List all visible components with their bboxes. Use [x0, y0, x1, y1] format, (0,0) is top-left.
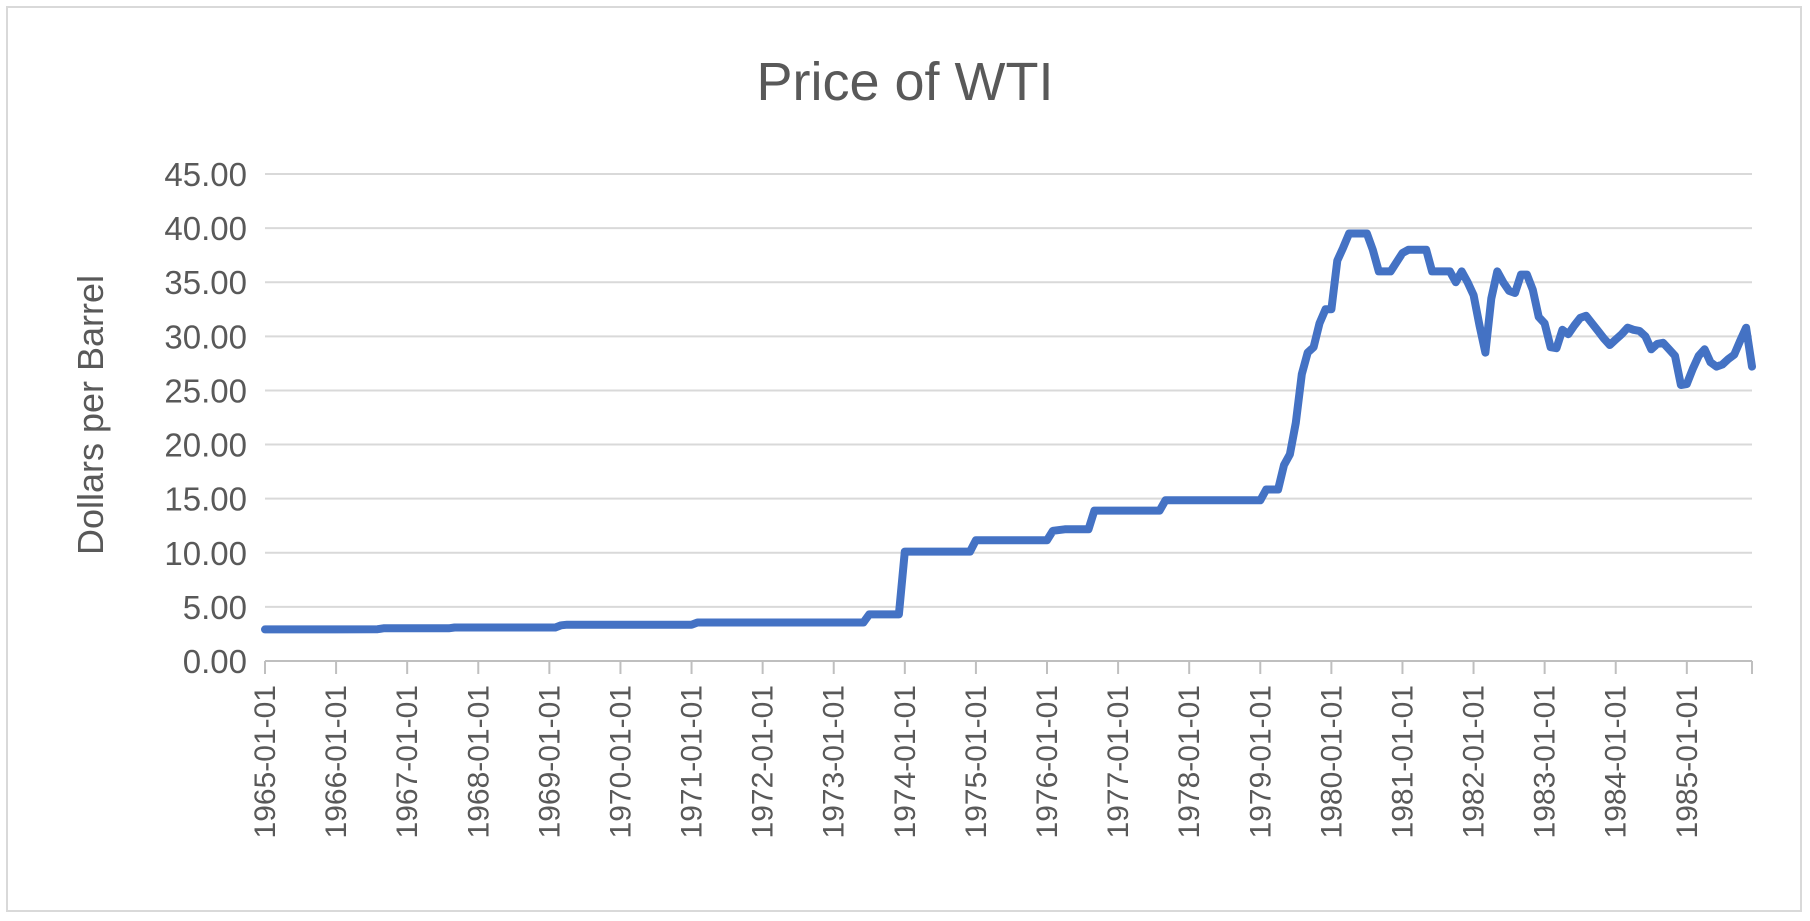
x-tick-label: 1978-01-01 [1173, 685, 1206, 838]
y-tick-label: 15.00 [164, 481, 247, 518]
x-tick-label: 1966-01-01 [320, 685, 353, 838]
y-tick-label: 0.00 [183, 643, 247, 680]
y-tick-label: 5.00 [183, 589, 247, 626]
x-tick-label: 1972-01-01 [747, 685, 780, 838]
x-tick-label: 1985-01-01 [1671, 685, 1704, 838]
x-tick-label: 1975-01-01 [960, 685, 993, 838]
x-tick-label: 1970-01-01 [604, 685, 637, 838]
x-tick-label: 1982-01-01 [1458, 685, 1491, 838]
x-tick-label: 1974-01-01 [889, 685, 922, 838]
x-tick-label: 1984-01-01 [1600, 685, 1633, 838]
x-tick-label: 1973-01-01 [818, 685, 851, 838]
chart-frame [6, 6, 1802, 912]
y-tick-label: 40.00 [164, 210, 247, 247]
y-tick-labels: 0.00 5.00 10.00 15.00 20.00 25.00 30.00 35.00 40… [164, 156, 247, 680]
y-tick-label: 25.00 [164, 372, 247, 409]
y-tick-label: 30.00 [164, 318, 247, 355]
y-tick-label: 10.00 [164, 535, 247, 572]
x-tick-label: 1969-01-01 [533, 685, 566, 838]
y-axis-label: Dollars per Barrel [70, 275, 111, 555]
x-tick-label: 1965-01-01 [249, 685, 282, 838]
x-tick-label: 1981-01-01 [1386, 685, 1419, 838]
x-tick-labels: 1965-01-01 1966-01-01 1967-01-01 1968-01-01… [249, 685, 1704, 838]
x-tick-label: 1968-01-01 [462, 685, 495, 838]
x-tick-label: 1977-01-01 [1102, 685, 1135, 838]
x-tick-label: 1983-01-01 [1529, 685, 1562, 838]
chart-title: Price of WTI [756, 52, 1053, 112]
wti-price-line [261, 229, 1756, 634]
series-layer [261, 229, 1756, 634]
x-tick-label: 1979-01-01 [1244, 685, 1277, 838]
x-axis [264, 660, 1753, 674]
x-tick-label: 1976-01-01 [1031, 685, 1064, 838]
x-tick-label: 1967-01-01 [391, 685, 424, 838]
x-tick-label: 1971-01-01 [676, 685, 709, 838]
y-tick-label: 45.00 [164, 156, 247, 193]
y-tick-label: 20.00 [164, 427, 247, 464]
x-tick-label: 1980-01-01 [1315, 685, 1348, 838]
y-tick-label: 35.00 [164, 264, 247, 301]
